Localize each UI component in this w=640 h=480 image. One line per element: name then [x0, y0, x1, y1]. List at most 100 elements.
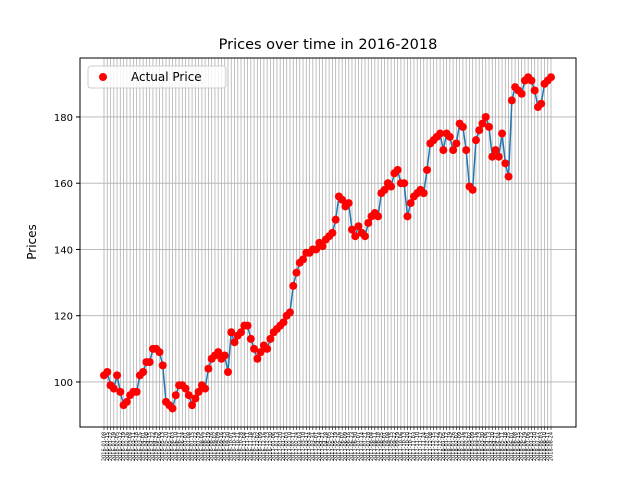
- price-point: [527, 76, 536, 85]
- x-tick-label: 2016-07-08: [186, 432, 192, 461]
- x-tick-label: 2016-11-04: [242, 432, 248, 461]
- price-point: [344, 199, 353, 208]
- price-point: [462, 146, 471, 155]
- x-tick-label: 2016-06-17: [177, 432, 183, 461]
- price-point: [201, 384, 210, 393]
- x-tick-label: 2018-04-13: [487, 432, 493, 461]
- price-point: [188, 401, 197, 410]
- price-point: [452, 139, 461, 148]
- x-tick-label: 2018-05-04: [496, 432, 502, 461]
- x-tick-label: 2016-08-26: [209, 432, 215, 461]
- x-tick-label: 2016-09-30: [225, 432, 231, 461]
- x-tick-label: 2016-08-12: [203, 432, 209, 461]
- y-tick-label: 100: [54, 378, 73, 389]
- x-tick-label: 2017-11-24: [421, 432, 427, 461]
- x-tick-label: 2016-07-29: [196, 432, 202, 461]
- x-tick-label: 2017-02-03: [284, 432, 290, 461]
- x-tick-label: 2018-04-27: [493, 432, 499, 461]
- price-point: [423, 165, 432, 174]
- x-tick-label: 2017-06-23: [349, 432, 355, 461]
- price-point: [318, 242, 327, 251]
- x-tick-label: 2016-09-02: [212, 432, 218, 461]
- legend-marker: [99, 73, 107, 81]
- x-tick-label: 2018-04-06: [483, 432, 489, 461]
- price-point: [501, 159, 510, 168]
- x-tick-label: 2016-06-03: [170, 432, 176, 461]
- price-point: [256, 348, 265, 357]
- price-point: [449, 146, 458, 155]
- price-point: [250, 344, 259, 353]
- x-tick-label: 2017-07-28: [366, 432, 372, 461]
- x-tick-label: 2017-12-29: [438, 432, 444, 461]
- price-point: [361, 232, 370, 241]
- x-tick-label: 2018-07-27: [535, 432, 541, 461]
- price-point: [246, 334, 255, 343]
- x-tick-label: 2018-03-23: [477, 432, 483, 461]
- price-point: [285, 308, 294, 317]
- x-tick-label: 2016-03-18: [134, 432, 140, 461]
- x-tick-label: 2017-05-19: [333, 432, 339, 461]
- price-point: [312, 245, 321, 254]
- x-tick-label: 2018-06-15: [516, 432, 522, 461]
- x-tick-label: 2016-06-24: [180, 432, 186, 461]
- price-point: [517, 89, 526, 98]
- x-tick-label: 2018-07-20: [532, 432, 538, 461]
- legend-box: [87, 65, 227, 89]
- x-tick-label: 2017-09-22: [392, 432, 398, 461]
- x-tick-label: 2016-10-21: [235, 432, 241, 461]
- x-tick-label: 2017-01-13: [274, 432, 280, 461]
- x-tick-label: 2016-09-23: [222, 432, 228, 461]
- x-tick-label: 2018-06-29: [522, 432, 528, 461]
- x-tick-label: 2016-02-19: [121, 432, 127, 461]
- x-tick-label: 2017-09-29: [395, 432, 401, 461]
- y-tick-label: 160: [54, 179, 73, 190]
- x-tick-label: 2016-12-02: [255, 432, 261, 461]
- x-tick-label: 2016-04-15: [147, 432, 153, 461]
- price-point: [103, 368, 112, 377]
- price-point: [393, 165, 402, 174]
- x-tick-label: 2017-12-08: [428, 432, 434, 461]
- x-tick-label: 2016-06-10: [173, 432, 179, 461]
- price-point: [191, 394, 200, 403]
- price-point: [184, 391, 193, 400]
- x-tick-label: 2017-10-27: [408, 432, 414, 461]
- price-point: [419, 189, 428, 198]
- x-tick-label: 2016-12-30: [268, 432, 274, 461]
- x-tick-label: 2017-06-30: [353, 432, 359, 461]
- x-tick-label: 2016-01-08: [102, 432, 108, 461]
- price-point: [406, 199, 415, 208]
- price-point: [263, 344, 272, 353]
- price-point: [230, 338, 239, 347]
- x-tick-label: 2018-05-18: [503, 432, 509, 461]
- x-tick-label: 2016-01-29: [111, 432, 117, 461]
- price-point: [481, 112, 490, 121]
- x-tick-label: 2017-03-24: [307, 432, 313, 461]
- x-tick-label: 2017-10-13: [402, 432, 408, 461]
- price-point: [279, 318, 288, 327]
- x-tick-label: 2016-05-06: [157, 432, 163, 461]
- x-tick-label: 2016-11-25: [252, 432, 258, 461]
- price-point: [181, 384, 190, 393]
- x-tick-label: 2016-10-14: [232, 432, 238, 461]
- price-point: [494, 152, 503, 161]
- x-tick-label: 2016-07-01: [183, 432, 189, 461]
- x-tick-label: 2017-07-21: [363, 432, 369, 461]
- x-tick-label: 2017-07-07: [356, 432, 362, 461]
- price-point: [227, 328, 236, 337]
- price-point: [158, 361, 167, 370]
- price-point: [122, 397, 131, 406]
- price-point: [194, 387, 203, 396]
- x-tick-label: 2016-11-18: [248, 432, 254, 461]
- x-tick-label: 2018-08-24: [549, 432, 555, 461]
- price-point: [168, 404, 177, 413]
- price-point: [400, 179, 409, 188]
- x-tick-label: 2017-03-31: [310, 432, 316, 461]
- x-tick-label: 2016-07-15: [190, 432, 196, 461]
- x-tick-label: 2016-10-28: [239, 432, 245, 461]
- x-tick-label: 2017-07-14: [359, 432, 365, 461]
- x-tick-label: 2016-02-12: [118, 432, 124, 461]
- price-point: [292, 268, 301, 277]
- price-point: [403, 212, 412, 221]
- x-tick-label: 2016-04-08: [144, 432, 150, 461]
